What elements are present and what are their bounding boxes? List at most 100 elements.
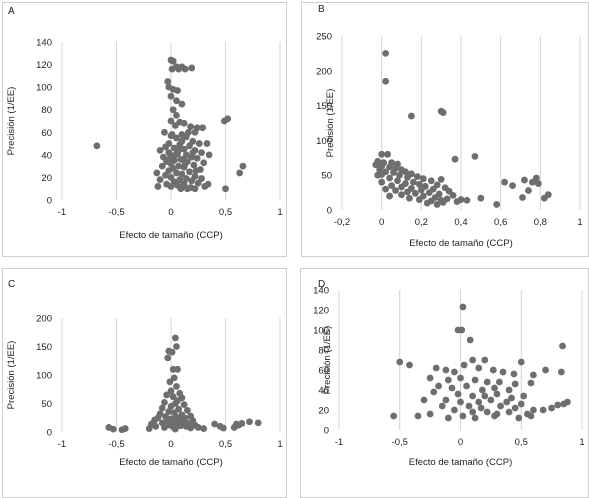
data-point <box>178 170 186 178</box>
data-point <box>238 420 246 427</box>
y-tick-label: 50 <box>321 171 332 182</box>
data-point <box>158 162 166 170</box>
x-axis-title: Efecto de tamaño (CCP) <box>409 457 513 468</box>
data-point <box>481 392 489 400</box>
data-point <box>410 178 417 186</box>
data-point <box>177 422 185 430</box>
data-point <box>185 128 192 136</box>
x-tick-label: 1 <box>577 217 582 228</box>
data-point <box>423 199 431 207</box>
data-point <box>444 414 452 422</box>
y-tick-label: 140 <box>313 286 329 297</box>
y-tick-label: 150 <box>316 101 332 112</box>
data-point <box>200 425 208 432</box>
data-point <box>510 370 518 378</box>
data-point <box>487 396 495 404</box>
data-point <box>93 142 101 150</box>
data-point <box>205 151 213 159</box>
data-point <box>419 175 427 183</box>
data-point <box>511 404 519 412</box>
data-point <box>505 408 513 416</box>
y-tick-label: 0 <box>47 196 52 207</box>
data-point <box>432 364 440 372</box>
y-tick-label: 50 <box>41 399 52 410</box>
data-point <box>167 183 175 190</box>
data-point <box>454 390 462 398</box>
x-tick-label: 0,2 <box>415 217 428 228</box>
y-tick-label: 140 <box>36 38 52 49</box>
data-point <box>169 393 177 401</box>
data-point <box>469 408 477 416</box>
data-point <box>442 366 450 374</box>
data-point <box>481 356 489 364</box>
data-point <box>451 155 459 163</box>
data-point <box>198 149 205 157</box>
data-point <box>170 374 178 382</box>
data-point <box>173 97 180 105</box>
data-point <box>177 185 185 193</box>
data-point <box>200 159 208 167</box>
data-point <box>171 122 179 129</box>
data-point <box>435 382 443 390</box>
data-point <box>489 366 497 374</box>
data-point <box>508 394 515 402</box>
data-point <box>469 392 477 400</box>
panel-letter: B <box>318 4 325 15</box>
data-point <box>187 424 195 432</box>
data-point <box>246 418 253 426</box>
data-point <box>471 414 479 422</box>
data-point <box>386 192 393 200</box>
x-tick-label: 0 <box>458 437 463 448</box>
data-point <box>465 402 473 410</box>
x-tick-label: -1 <box>335 437 343 448</box>
data-point <box>183 406 191 414</box>
x-tick-label: 0 <box>168 207 173 218</box>
data-point <box>193 154 201 162</box>
y-tick-label: 20 <box>41 173 52 184</box>
data-point <box>161 424 168 431</box>
data-point <box>493 201 501 208</box>
y-tick-label: 100 <box>316 136 332 147</box>
y-tick-label: 80 <box>41 105 52 116</box>
data-point <box>451 406 458 414</box>
data-point <box>173 343 180 350</box>
data-point <box>390 169 397 176</box>
data-point <box>164 354 172 362</box>
data-point <box>430 388 438 396</box>
data-point <box>527 412 535 420</box>
y-tick-label: 120 <box>313 306 329 317</box>
data-point <box>530 371 537 379</box>
data-point <box>439 198 447 206</box>
x-tick-label: 0 <box>168 439 173 450</box>
data-point <box>525 187 532 194</box>
data-point <box>164 78 172 85</box>
x-axis-title: Efecto de tamaño (CCP) <box>409 238 513 249</box>
data-point <box>168 65 176 73</box>
data-point <box>188 64 196 72</box>
data-point <box>192 167 200 175</box>
data-point <box>182 175 190 182</box>
data-point <box>176 176 184 184</box>
data-point <box>466 336 474 344</box>
data-point <box>174 87 181 94</box>
data-point <box>402 168 409 176</box>
data-point <box>166 154 174 162</box>
data-point <box>444 376 452 384</box>
data-point <box>478 386 486 394</box>
x-axis-title: Efecto de tamaño (CCP) <box>119 457 223 468</box>
data-point <box>161 398 168 406</box>
data-point <box>457 398 464 406</box>
data-point <box>477 194 485 202</box>
y-tick-label: 200 <box>316 66 332 77</box>
data-point <box>411 189 419 197</box>
data-point <box>396 358 404 366</box>
data-point <box>415 180 423 188</box>
data-point <box>398 191 405 199</box>
data-point <box>417 186 425 194</box>
data-point <box>457 196 465 203</box>
data-point <box>501 178 509 186</box>
data-point <box>186 168 193 176</box>
data-point <box>189 149 197 157</box>
data-point <box>519 194 526 201</box>
